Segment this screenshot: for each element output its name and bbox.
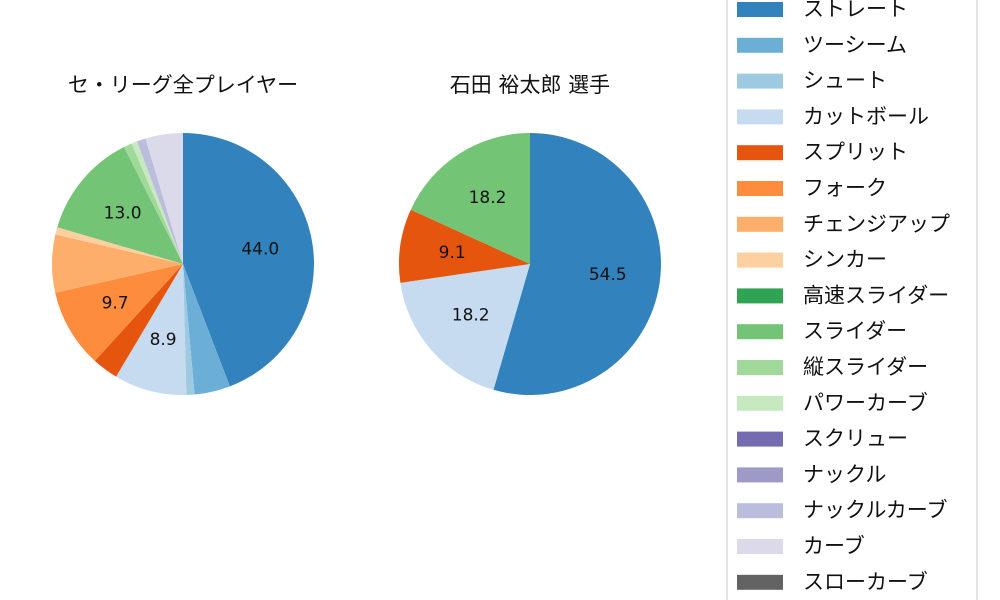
chart-title-pitcher: 石田 裕太郎 選手 [450, 73, 610, 97]
pie-slice [493, 133, 661, 396]
legend-label: スクリュー [803, 427, 908, 451]
legend: ストレートツーシームシュートカットボールスプリットフォークチェンジアップシンカー… [726, 0, 978, 600]
legend-swatch [737, 109, 783, 125]
legend-label: 縦スライダー [803, 355, 928, 379]
legend-label: カーブ [803, 534, 865, 558]
legend-label: スライダー [803, 319, 907, 343]
slice-value-label: 44.0 [241, 240, 279, 260]
legend-swatch [737, 145, 783, 161]
pie-slice [57, 147, 183, 264]
legend-swatch [737, 324, 783, 340]
pie-chart-league: セ・リーグ全プレイヤー 44.0 8.9 9.7 13.0 [51, 73, 315, 396]
legend-label: ツーシーム [803, 33, 907, 57]
pie-slice [55, 264, 183, 361]
chart-title-league: セ・リーグ全プレイヤー [68, 73, 298, 97]
slice-value-label: 8.9 [150, 330, 177, 350]
legend-swatch [737, 37, 783, 53]
legend-swatch [737, 539, 783, 554]
pie-slice [94, 264, 183, 377]
pie-slice [51, 234, 184, 293]
slice-value-label: 13.0 [104, 204, 142, 224]
legend-swatch [737, 395, 783, 411]
pie-slice [183, 264, 195, 395]
legend-label: フォーク [803, 176, 887, 200]
legend-swatch [737, 252, 783, 268]
legend-swatch [737, 360, 783, 375]
slice-value-label: 18.2 [452, 306, 490, 326]
pie-slice [131, 141, 183, 264]
pie-slice [116, 264, 187, 396]
pie-slice [55, 227, 183, 264]
legend-label: シュート [803, 69, 887, 93]
pie-slice [400, 264, 530, 390]
legend-frame [726, 0, 978, 600]
legend-label: シンカー [803, 248, 887, 272]
slice-value-label: 9.1 [439, 243, 466, 263]
legend-swatch [737, 288, 783, 304]
legend-label: ナックル [803, 462, 886, 486]
pie-slice [145, 133, 183, 264]
legend-swatch [737, 73, 783, 89]
pie-slice [410, 133, 530, 264]
pie-slice [183, 264, 230, 395]
legend-swatch [737, 181, 783, 196]
pie-slice [399, 209, 530, 283]
legend-label: 高速スライダー [803, 283, 949, 307]
slice-value-label: 9.7 [102, 294, 129, 314]
pie-chart-pitcher: 石田 裕太郎 選手 54.5 18.2 9.1 18.2 [399, 73, 661, 396]
legend-swatch [737, 431, 783, 447]
pie-slice [136, 138, 183, 264]
legend-swatch [737, 467, 783, 483]
legend-label: スローカーブ [803, 570, 928, 594]
legend-swatch [737, 2, 783, 17]
pie-slice [124, 143, 183, 264]
legend-swatch [737, 216, 783, 232]
slice-value-label: 18.2 [469, 188, 507, 208]
legend-swatch [737, 574, 783, 590]
legend-label: ストレート [803, 0, 908, 21]
legend-label: スプリット [803, 140, 908, 164]
legend-label: パワーカーブ [803, 391, 928, 415]
slice-value-label: 54.5 [589, 265, 627, 285]
legend-label: ナックルカーブ [803, 498, 947, 522]
legend-label: カットボール [803, 104, 929, 128]
pie-slice [183, 133, 315, 387]
legend-swatch [737, 503, 783, 519]
legend-label: チェンジアップ [803, 212, 950, 236]
